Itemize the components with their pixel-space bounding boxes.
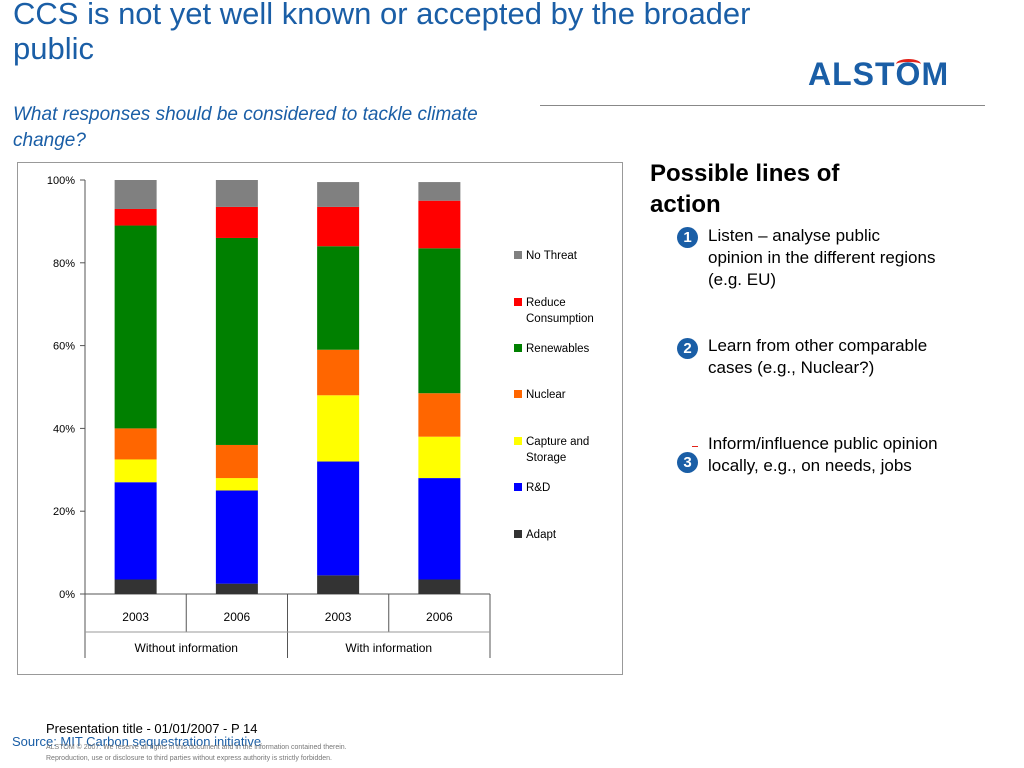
side-heading: Possible lines of action xyxy=(650,160,840,218)
legend-label: Renewables xyxy=(526,343,590,355)
bar-segment xyxy=(418,579,461,594)
bar-segment xyxy=(418,436,461,479)
legend-label: Reduce Consumption xyxy=(526,297,594,325)
bar-segment xyxy=(418,182,461,201)
bar-segment xyxy=(215,583,258,594)
bar-segment xyxy=(215,478,258,491)
bar-segment xyxy=(114,459,157,483)
bar-segment xyxy=(114,208,157,226)
legend-swatch xyxy=(514,530,522,538)
legend-label-line: Consumption xyxy=(526,313,594,325)
decorative-dash xyxy=(692,446,698,447)
bar-segment xyxy=(215,490,258,584)
bar-segment xyxy=(215,237,258,445)
y-tick-label: 20% xyxy=(53,506,75,518)
bar-segment xyxy=(114,579,157,594)
bar-segment xyxy=(317,206,360,247)
slide-title: CCS is not yet well known or accepted by… xyxy=(13,0,751,66)
bar-segment xyxy=(317,395,360,462)
y-tick-label: 0% xyxy=(59,589,75,601)
alstom-logo-text: ALSTO M xyxy=(808,56,950,92)
group-label: With information xyxy=(345,641,432,655)
bar-segment xyxy=(418,248,461,394)
legend-label: No Threat xyxy=(526,250,578,262)
bar-segment xyxy=(317,461,360,576)
action-item-3: Inform/influence public opinion locally,… xyxy=(708,434,938,475)
legend-swatch xyxy=(514,298,522,306)
legend-swatch xyxy=(514,251,522,259)
y-tick-label: 40% xyxy=(53,423,75,435)
legend-swatch xyxy=(514,483,522,491)
bar-segment xyxy=(215,180,258,207)
bar-segment xyxy=(114,482,157,580)
bar-segment xyxy=(114,225,157,429)
legend-label-line: Adapt xyxy=(526,529,557,541)
bar-segment xyxy=(317,246,360,350)
source-note: Source: MIT Carbon sequestration initiat… xyxy=(12,734,262,749)
bar-segment xyxy=(418,200,461,249)
y-tick-label: 60% xyxy=(53,341,75,353)
action-number-2: 2 xyxy=(677,338,698,359)
slide-subtitle: What responses should be considered to t… xyxy=(13,104,478,151)
bar-segment xyxy=(317,575,360,594)
legend-label: Capture and Storage xyxy=(526,436,589,464)
stacked-bar-chart: 0% 20% 40% 60% 80% 100% 2003 2006 2003 2006 Withou… xyxy=(47,175,594,658)
x-tick-label: 2003 xyxy=(325,610,352,624)
bar-segment xyxy=(114,180,157,209)
legend-swatch xyxy=(514,437,522,445)
legal-notice: ALSTOM © 2007. We reserve all rights in … xyxy=(46,742,426,764)
chart-panel: 0% 20% 40% 60% 80% 100% 2003 2006 2003 2006 Withou… xyxy=(17,162,623,675)
legend-label-line: Capture and xyxy=(526,436,589,448)
logo-o-letter: O xyxy=(895,56,922,92)
logo-arc-icon xyxy=(895,59,922,70)
bar-segment xyxy=(418,393,461,437)
legal-line-1: ALSTOM © 2007. We reserve all rights in … xyxy=(46,744,347,751)
legend-label-line: No Threat xyxy=(526,250,578,262)
legal-line-2: Reproduction, use or disclosure to third… xyxy=(46,755,332,762)
legend-label-line: Reduce xyxy=(526,297,566,309)
legend-label: R&D xyxy=(526,482,550,494)
bar-segment xyxy=(317,349,360,396)
bar-segment xyxy=(418,478,461,580)
legend-label: Nuclear xyxy=(526,389,566,401)
legend-label-line: Nuclear xyxy=(526,389,566,401)
legend-label: Adapt xyxy=(526,529,557,541)
alstom-logo: ALSTO M xyxy=(808,56,949,93)
action-item-2: Learn from other comparable cases (e.g.,… xyxy=(708,336,928,377)
x-tick-label: 2003 xyxy=(122,610,149,624)
group-label: Without information xyxy=(135,641,238,655)
y-tick-label: 80% xyxy=(53,258,75,270)
footer-presentation: Presentation title - 01/01/2007 - P 14 xyxy=(46,721,258,736)
action-number-1: 1 xyxy=(677,227,698,248)
x-tick-label: 2006 xyxy=(224,610,251,624)
action-item-1: Listen – analyse public opinion in the d… xyxy=(708,226,936,289)
y-tick-label: 100% xyxy=(47,175,75,187)
legend-label-line: R&D xyxy=(526,482,550,494)
action-number-3: 3 xyxy=(677,452,698,473)
bar-segment xyxy=(114,428,157,460)
bar-segment xyxy=(215,444,258,479)
legend-label-line: Storage xyxy=(526,452,566,464)
legend-swatch xyxy=(514,390,522,398)
bar-segment xyxy=(317,182,360,207)
header-divider xyxy=(540,105,985,106)
legend-swatch xyxy=(514,344,522,352)
x-tick-label: 2006 xyxy=(426,610,453,624)
bar-segment xyxy=(215,206,258,238)
legend-label-line: Renewables xyxy=(526,343,590,355)
